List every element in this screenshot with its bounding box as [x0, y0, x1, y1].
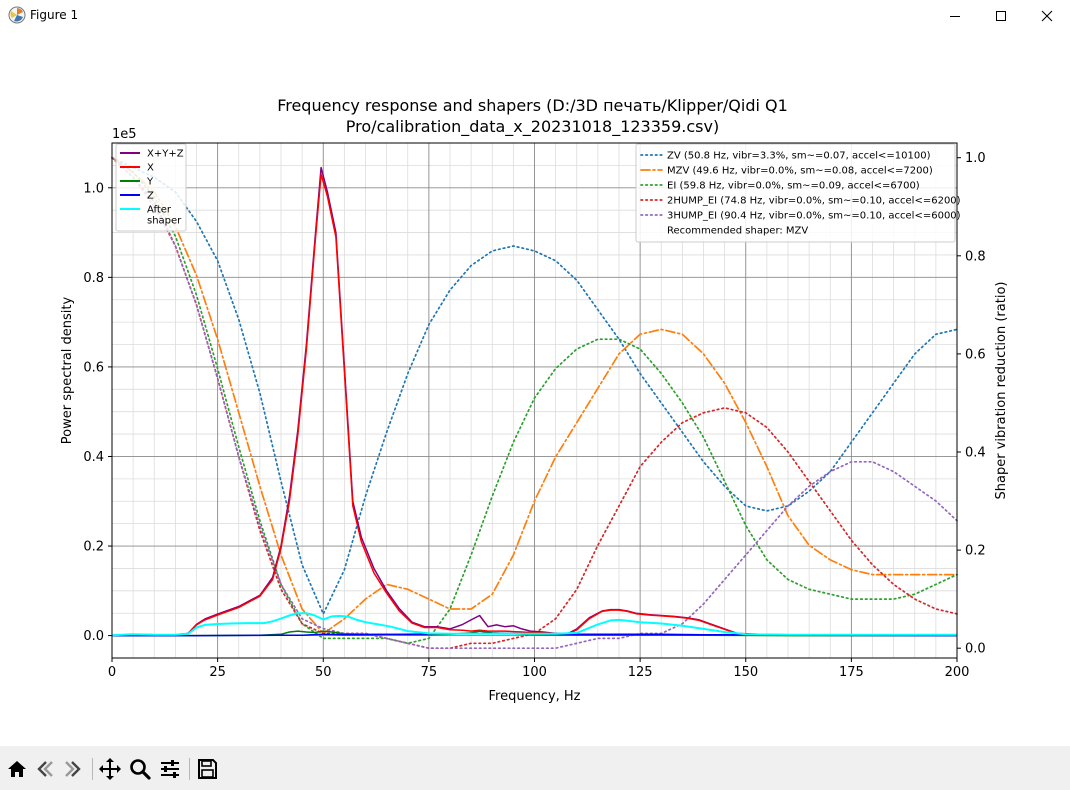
- x-tick-label: 125: [628, 665, 653, 680]
- legend-left-label-4: After: [147, 205, 172, 216]
- x-tick-label: 150: [733, 665, 758, 680]
- shaper-line-1: [111, 156, 958, 635]
- chart-title-line: Frequency response and shapers (D:/3D пе…: [277, 96, 788, 115]
- y-tick-label: 1.0: [83, 181, 104, 196]
- figure-canvas: 0 25 50 75 100 125 150 175 200 0.0 0.2 0.4 0.6 0.8 1.0…: [0, 31, 1070, 746]
- chart: 0 25 50 75 100 125 150 175 200 0.0 0.2 0.4 0.6 0.8 1.0…: [60, 96, 1009, 704]
- y-tick-label: 0.4: [83, 450, 104, 465]
- close-button[interactable]: [1024, 0, 1070, 31]
- shaper-line-2: [111, 156, 958, 645]
- legend-right-label-1: MZV (49.6 Hz, vibr=0.0%, sm~=0.08, accel…: [667, 166, 933, 177]
- psd-line-4: [111, 612, 957, 637]
- toolbar-separator: [189, 758, 190, 780]
- y-tick-label: 0.2: [83, 540, 104, 555]
- legend-left-label-4: shaper: [147, 216, 182, 227]
- legend-right-label-0: ZV (50.8 Hz, vibr=3.3%, sm~=0.07, accel<…: [667, 151, 931, 162]
- shaper-line-0: [111, 156, 958, 616]
- x-tick-label: 25: [209, 665, 226, 680]
- y-tick-label: 0.8: [83, 271, 104, 286]
- legend-left-label-0: X+Y+Z: [147, 149, 184, 160]
- chart-title-line: Pro/calibration_data_x_20231018_123359.c…: [346, 117, 719, 137]
- maximize-button[interactable]: [978, 0, 1024, 31]
- x-tick-label: 50: [315, 665, 332, 680]
- y2-tick-label: 1.0: [965, 151, 986, 166]
- shaper-line-3: [111, 156, 958, 650]
- home-icon[interactable]: [4, 756, 30, 782]
- zoom-icon[interactable]: [127, 756, 153, 782]
- y2-tick-label: 0.6: [965, 347, 986, 362]
- x-tick-label: 200: [945, 665, 970, 680]
- navigation-toolbar: [0, 746, 1070, 790]
- legend-right-label-4: 3HUMP_EI (90.4 Hz, vibr=0.0%, sm~=0.10, …: [667, 211, 961, 222]
- legend-right-label-2: EI (59.8 Hz, vibr=0.0%, sm~=0.09, accel<…: [667, 181, 920, 192]
- y2-tick-label: 0.4: [965, 446, 986, 461]
- x-axis-label: Frequency, Hz: [488, 689, 580, 704]
- legend-left-label-2: Y: [146, 177, 154, 188]
- x-tick-label: 0: [108, 665, 116, 680]
- back-icon[interactable]: [32, 756, 58, 782]
- pan-icon[interactable]: [97, 756, 123, 782]
- save-icon[interactable]: [194, 756, 220, 782]
- x-tick-label: 75: [421, 665, 438, 680]
- x-tick-label: 175: [839, 665, 864, 680]
- shaper-line-4: [111, 156, 958, 650]
- configure-subplots-icon[interactable]: [157, 756, 183, 782]
- legend-right-box: [635, 143, 956, 243]
- y-tick-label: 0.6: [83, 360, 104, 375]
- legend-right-label-5: Recommended shaper: MZV: [667, 226, 808, 237]
- psd-line-1: [111, 173, 957, 636]
- legend-left-label-1: X: [147, 163, 154, 174]
- window-title: Figure 1: [30, 8, 79, 22]
- y2-tick-label: 0.2: [965, 544, 986, 559]
- legend-left-label-3: Z: [147, 191, 154, 202]
- forward-icon[interactable]: [60, 756, 86, 782]
- toolbar-separator: [92, 758, 93, 780]
- y-axis-label: Power spectral density: [60, 296, 75, 444]
- y2-tick-label: 0.0: [965, 642, 986, 657]
- x-tick-label: 100: [522, 665, 547, 680]
- y-scale-label: 1e5: [112, 127, 137, 142]
- y2-axis-label: Shaper vibration reduction (ratio): [994, 282, 1009, 500]
- matplotlib-app-icon: [8, 6, 26, 24]
- y-tick-label: 0.0: [83, 629, 104, 644]
- y2-tick-label: 0.8: [965, 249, 986, 264]
- window-titlebar: Figure 1: [0, 0, 1070, 31]
- minimize-button[interactable]: [932, 0, 978, 31]
- legend-right-label-3: 2HUMP_EI (74.8 Hz, vibr=0.0%, sm~=0.10, …: [667, 196, 961, 207]
